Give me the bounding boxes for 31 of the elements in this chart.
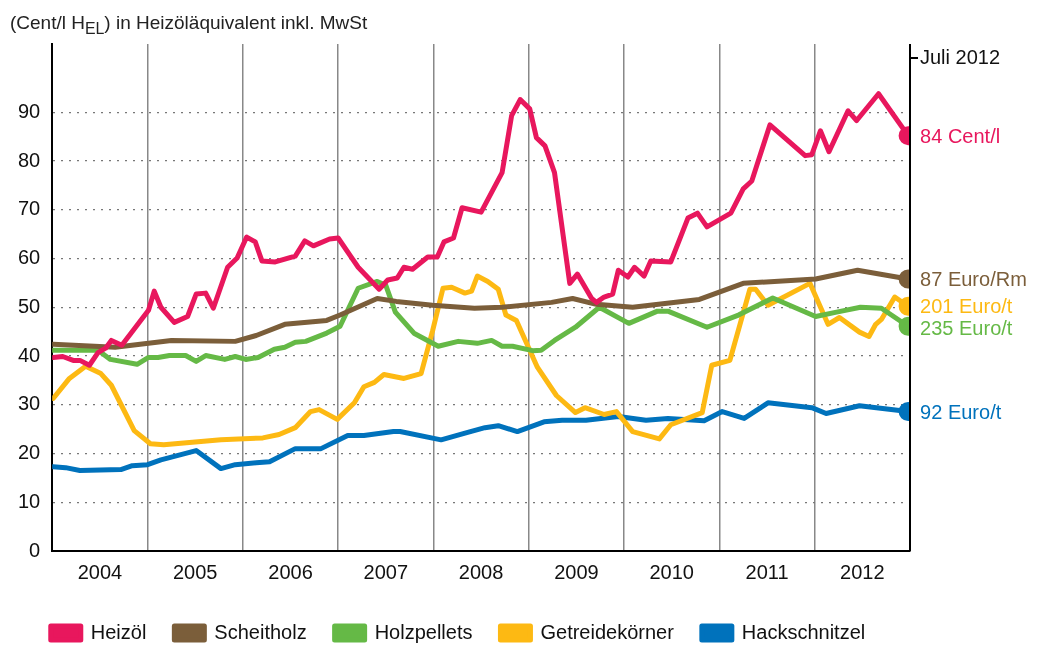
legend-label: Heizöl <box>90 620 147 643</box>
text: 92 Euro/t <box>920 400 1002 423</box>
x-tick-label: 2008 <box>458 560 504 583</box>
y-tick-label: 10 <box>18 489 41 512</box>
y-tick-label: 50 <box>18 294 41 317</box>
y-axis-title: (Cent/l H$_{EL}$) in Heizöläquivalent inkl. MwSt <box>10 12 368 38</box>
x-tick-label: 2005 <box>172 560 218 583</box>
y-tick-label: 0 <box>29 538 41 561</box>
x-tick-label: 2007 <box>363 560 409 583</box>
y-tick-label: 20 <box>18 441 41 464</box>
x-tick-label: 2004 <box>77 560 123 583</box>
legend-label: Scheitholz <box>214 620 307 643</box>
x-tick-label: 2012 <box>840 560 885 583</box>
text: Juli 2012 <box>920 45 1001 68</box>
y-tick-label: 90 <box>18 99 41 122</box>
y-tick-label: 80 <box>18 148 41 171</box>
y-tick-label: 40 <box>18 343 41 366</box>
y-tick-label: 70 <box>18 197 41 220</box>
x-tick-label: 2006 <box>268 560 313 583</box>
x-tick-label: 2009 <box>554 560 599 583</box>
legend-label: Hackschnitzel <box>741 620 866 643</box>
legend-label: Getreidekörner <box>540 620 675 643</box>
legend-label: Holzpellets <box>374 620 473 643</box>
y-tick-label: 30 <box>18 392 41 415</box>
text: 84 Cent/l <box>920 124 1001 147</box>
x-tick-label: 2010 <box>649 560 694 583</box>
text: 201 Euro/t <box>920 295 1013 318</box>
x-tick-label: 2011 <box>745 560 789 583</box>
text: 235 Euro/t <box>920 317 1013 340</box>
y-tick-label: 60 <box>18 246 41 269</box>
text: 87 Euro/Rm <box>920 267 1027 290</box>
